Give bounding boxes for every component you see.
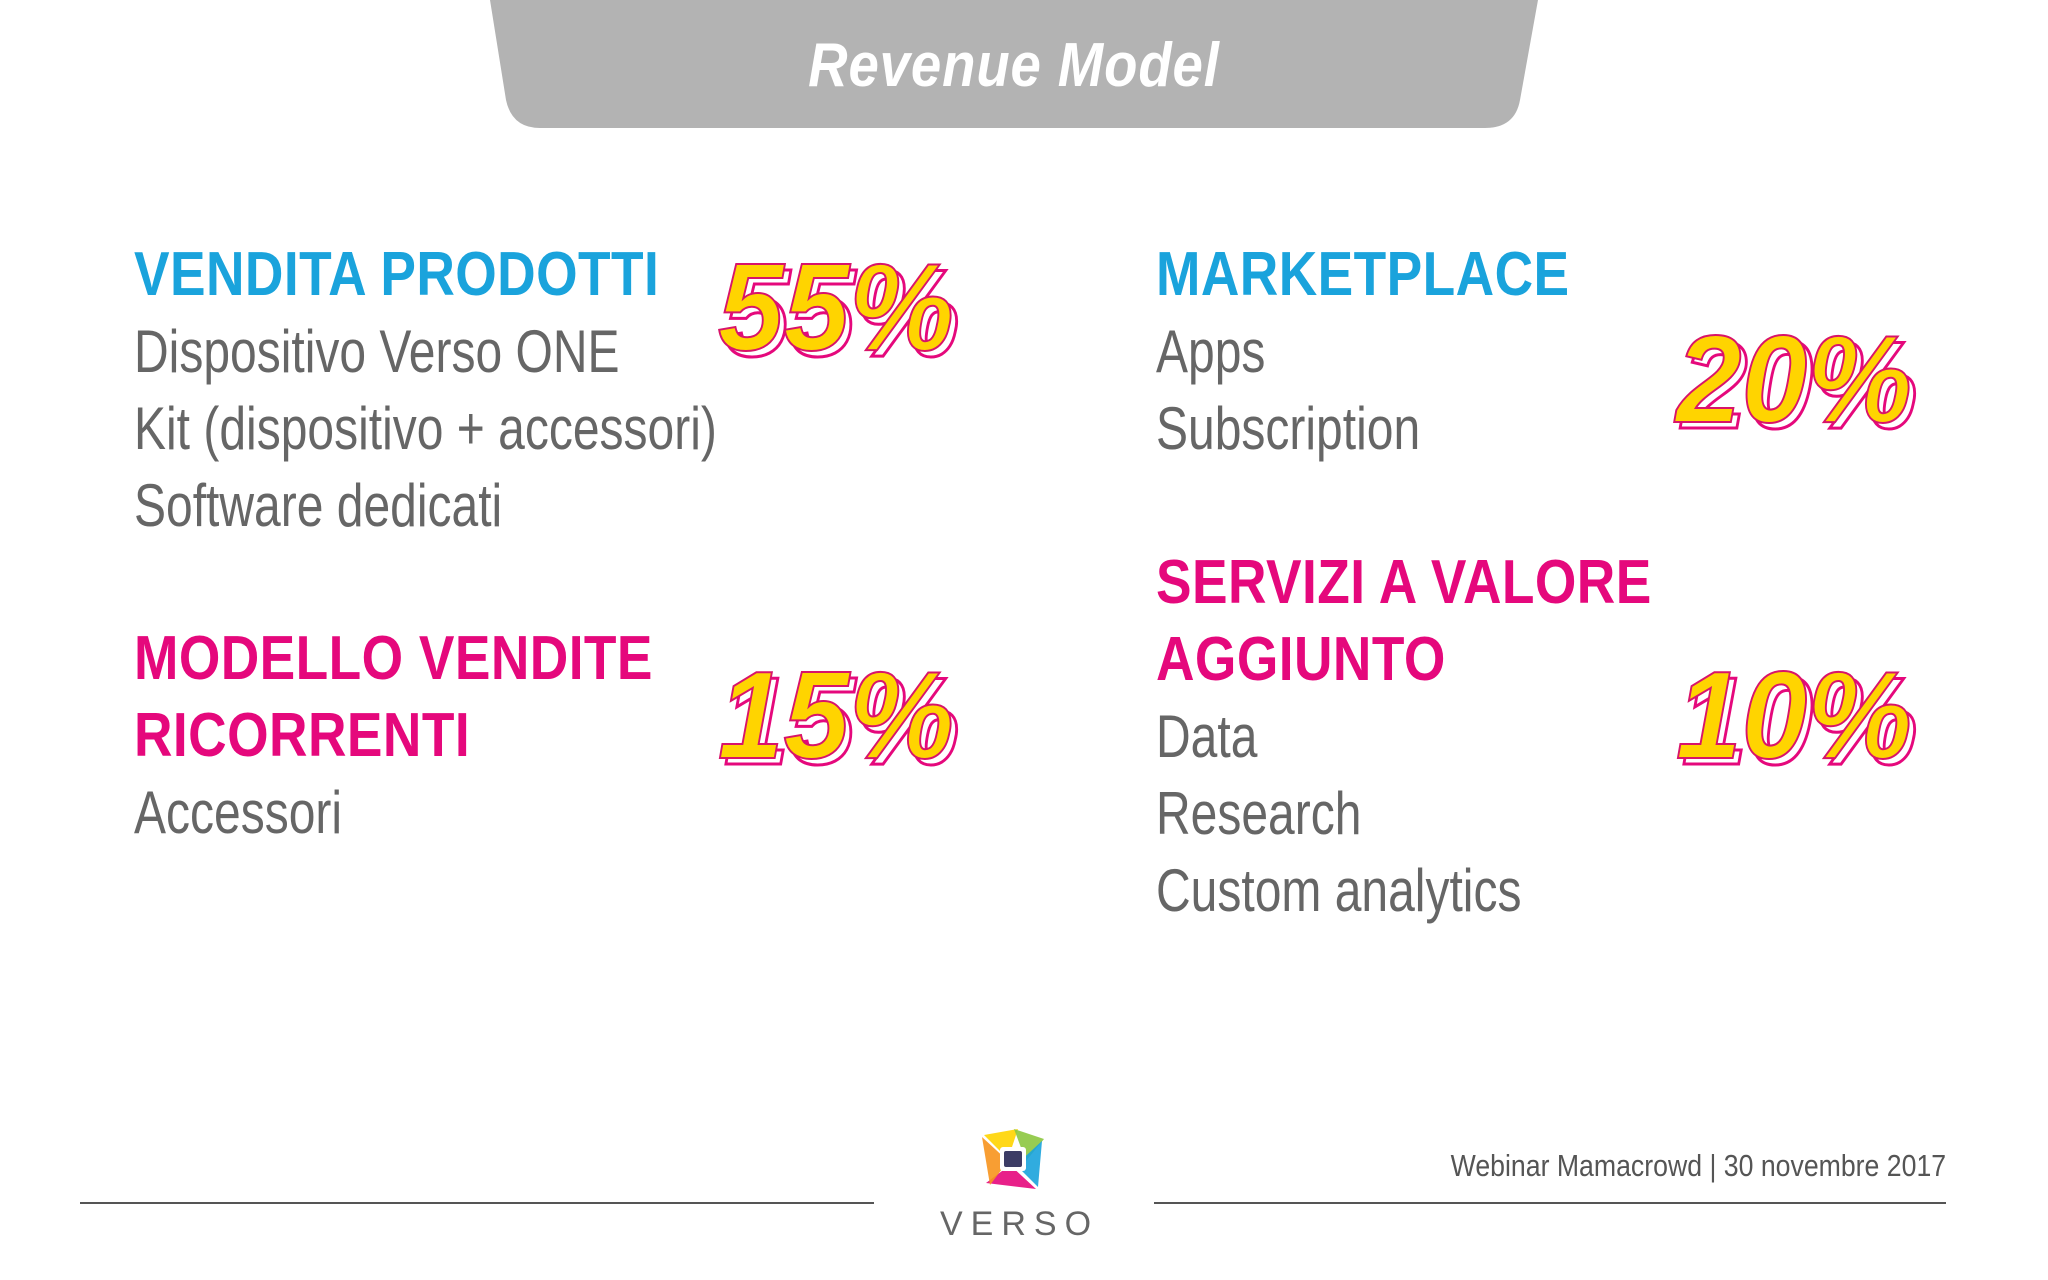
footer-caption: Webinar Mamacrowd | 30 novembre 2017 xyxy=(1450,1148,1946,1183)
section-heading: VENDITA PRODOTTI xyxy=(134,240,660,309)
section-heading: MODELLO VENDITE xyxy=(134,624,653,693)
list-item: Data xyxy=(1156,703,1258,770)
section-marketplace: MARKETPLACE Apps Subscription xyxy=(1156,236,1637,467)
list-item: Apps xyxy=(1156,318,1266,385)
section-heading: AGGIUNTO xyxy=(1156,625,1446,694)
svg-text:55%: 55% xyxy=(718,239,954,377)
percentage-55: 55% 55% xyxy=(717,238,978,385)
footer-divider-right xyxy=(1154,1202,1946,1204)
svg-text:55%: 55% xyxy=(724,245,960,383)
section-modello-vendite: MODELLO VENDITE RICORRENTI Accessori xyxy=(134,620,737,851)
footer-divider-left xyxy=(80,1202,874,1204)
list-item: Accessori xyxy=(134,779,343,846)
svg-text:10%: 10% xyxy=(1676,647,1912,785)
section-heading: RICORRENTI xyxy=(134,701,471,770)
section-heading: MARKETPLACE xyxy=(1156,240,1570,309)
svg-text:10%: 10% xyxy=(1682,653,1918,791)
list-item: Custom analytics xyxy=(1156,857,1522,924)
svg-text:20%: 20% xyxy=(1680,317,1918,455)
logo-wordmark: VERSO xyxy=(940,1205,1100,1243)
percentage-20: 20% 20% xyxy=(1673,310,1936,457)
svg-text:15%: 15% xyxy=(718,647,954,785)
list-item: Software dedicati xyxy=(134,472,503,539)
page-title: Revenue Model xyxy=(808,31,1220,100)
list-item: Research xyxy=(1156,780,1362,847)
svg-text:20%: 20% xyxy=(1674,311,1912,449)
svg-text:15%: 15% xyxy=(724,653,960,791)
list-item: Dispositivo Verso ONE xyxy=(134,318,620,385)
section-servizi: SERVIZI A VALORE AGGIUNTO Data Research … xyxy=(1156,544,1732,929)
list-item: Kit (dispositivo + accessori) xyxy=(134,395,717,462)
title-tab: Revenue Model xyxy=(490,0,1538,128)
list-item: Subscription xyxy=(1156,395,1421,462)
section-vendita-prodotti: VENDITA PRODOTTI Dispositivo Verso ONE K… xyxy=(134,236,863,544)
section-heading: SERVIZI A VALORE xyxy=(1156,548,1652,617)
percentage-10: 10% 10% xyxy=(1675,646,1936,793)
verso-logo-icon xyxy=(978,1125,1048,1195)
percentage-15: 15% 15% xyxy=(717,646,978,793)
title-tab-shape xyxy=(490,0,1538,128)
